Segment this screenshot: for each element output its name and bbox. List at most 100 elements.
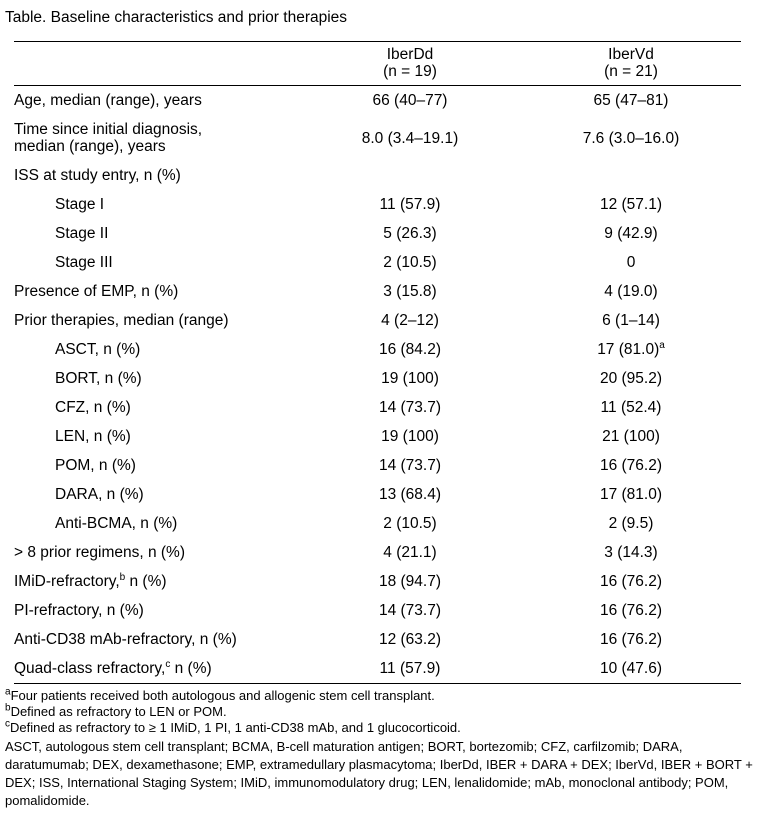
footnote-c-text: Defined as refractory to ≥ 1 IMiD, 1 PI,…	[10, 720, 461, 735]
table-row-stage-3: Stage III 2 (10.5) 0	[14, 248, 741, 277]
cell-iberdd: 8.0 (3.4–19.1)	[361, 129, 459, 147]
row-label: Anti-BCMA, n (%)	[55, 515, 178, 532]
table-row-stage-1: Stage I 11 (57.9) 12 (57.1)	[14, 190, 741, 219]
table-row-prior-therapies: Prior therapies, median (range) 4 (2–12)…	[14, 306, 741, 335]
table-row-time-since-diagnosis: Time since initial diagnosis, median (ra…	[14, 115, 741, 161]
table-title: Table. Baseline characteristics and prio…	[5, 9, 348, 26]
table-row-anti-cd38-refractory: Anti-CD38 mAb-refractory, n (%) 12 (63.2…	[14, 625, 741, 654]
cell-iberdd: 14 (73.7)	[378, 457, 442, 474]
table-row-quad-class-refractory: Quad-class refractory,c n (%) 11 (57.9) …	[14, 654, 741, 684]
cell-ibervd: 7.6 (3.0–16.0)	[582, 129, 680, 147]
cell-ibervd	[521, 161, 741, 190]
cell-iberdd: 19 (100)	[381, 428, 439, 445]
table-row-gt8-prior-regimens: > 8 prior regimens, n (%) 4 (21.1) 3 (14…	[14, 538, 741, 567]
cell-iberdd: 14 (73.7)	[378, 399, 442, 416]
footnote-a-text: Four patients received both autologous a…	[10, 688, 435, 703]
footnote-c-marker: c	[5, 718, 10, 730]
cell-iberdd: 3 (15.8)	[383, 283, 437, 300]
row-label: IMiD-refractory,b n (%)	[14, 571, 167, 590]
table-row-age: Age, median (range), years 66 (40–77) 65…	[14, 86, 741, 116]
row-label: DARA, n (%)	[55, 486, 144, 503]
table-header: IberDd (n = 19) IberVd (n = 21)	[14, 41, 741, 86]
cell-ibervd: 2 (9.5)	[608, 515, 654, 532]
cell-iberdd: 13 (68.4)	[378, 486, 442, 503]
row-label: ASCT, n (%)	[55, 341, 141, 358]
cell-iberdd: 2 (10.5)	[383, 515, 437, 532]
footnote-a: aFour patients received both autologous …	[5, 686, 758, 704]
table-row-pom: POM, n (%) 14 (73.7) 16 (76.2)	[14, 451, 741, 480]
header-col-iberdd-n: (n = 19)	[383, 63, 437, 80]
table-row-len: LEN, n (%) 19 (100) 21 (100)	[14, 422, 741, 451]
table-row-asct: ASCT, n (%) 16 (84.2) 17 (81.0)a	[14, 335, 741, 364]
cell-iberdd	[299, 161, 521, 190]
row-label: Stage III	[55, 254, 113, 271]
cell-ibervd: 16 (76.2)	[599, 602, 663, 619]
baseline-characteristics-table: IberDd (n = 19) IberVd (n = 21) Age, med…	[14, 41, 741, 684]
footnotes: aFour patients received both autologous …	[5, 686, 758, 810]
cell-ibervd: 17 (81.0)	[599, 486, 663, 503]
table-row-presence-of-emp: Presence of EMP, n (%) 3 (15.8) 4 (19.0)	[14, 277, 741, 306]
cell-iberdd: 12 (63.2)	[378, 631, 442, 648]
cell-iberdd: 11 (57.9)	[379, 660, 441, 677]
row-label: Anti-CD38 mAb-refractory, n (%)	[14, 631, 237, 648]
row-label: Stage II	[55, 225, 109, 242]
cell-iberdd: 4 (21.1)	[383, 544, 437, 561]
cell-ibervd: 3 (14.3)	[604, 544, 658, 561]
footnote-b-marker: b	[5, 702, 11, 714]
table-row-iss-at-study-entry: ISS at study entry, n (%)	[14, 161, 741, 190]
table-row-anti-bcma: Anti-BCMA, n (%) 2 (10.5) 2 (9.5)	[14, 509, 741, 538]
row-label: Prior therapies, median (range)	[14, 312, 229, 329]
header-row: IberDd (n = 19) IberVd (n = 21)	[14, 41, 741, 86]
cell-ibervd: 65 (47–81)	[593, 92, 669, 109]
table-row-pi-refractory: PI-refractory, n (%) 14 (73.7) 16 (76.2)	[14, 596, 741, 625]
table-body: Age, median (range), years 66 (40–77) 65…	[14, 86, 741, 684]
table-row-imid-refractory: IMiD-refractory,b n (%) 18 (94.7) 16 (76…	[14, 567, 741, 596]
cell-ibervd: 6 (1–14)	[602, 312, 660, 329]
row-label: LEN, n (%)	[55, 428, 131, 445]
cell-ibervd: 0	[626, 254, 636, 271]
table-row-stage-2: Stage II 5 (26.3) 9 (42.9)	[14, 219, 741, 248]
header-col-ibervd: IberVd (n = 21)	[521, 42, 741, 86]
footnote-a-marker: a	[5, 686, 11, 698]
cell-iberdd: 16 (84.2)	[378, 341, 442, 358]
row-label: ISS at study entry, n (%)	[14, 167, 181, 184]
cell-ibervd: 16 (76.2)	[599, 457, 663, 474]
footnote-b-text: Defined as refractory to LEN or POM.	[10, 704, 227, 719]
cell-ibervd: 20 (95.2)	[599, 370, 663, 387]
table-row-bort: BORT, n (%) 19 (100) 20 (95.2)	[14, 364, 741, 393]
cell-iberdd: 19 (100)	[381, 370, 439, 387]
footnote-c: cDefined as refractory to ≥ 1 IMiD, 1 PI…	[5, 718, 758, 736]
cell-ibervd: 9 (42.9)	[604, 225, 658, 242]
cell-ibervd: 16 (76.2)	[599, 573, 663, 590]
footnote-b: bDefined as refractory to LEN or POM.	[5, 702, 758, 720]
cell-ibervd: 16 (76.2)	[599, 631, 663, 648]
cell-iberdd: 2 (10.5)	[383, 254, 437, 271]
cell-ibervd: 11 (52.4)	[600, 399, 662, 416]
cell-iberdd: 11 (57.9)	[379, 196, 441, 213]
row-label: BORT, n (%)	[55, 370, 142, 387]
header-empty-cell	[14, 42, 299, 86]
header-col-ibervd-n: (n = 21)	[604, 63, 658, 80]
cell-iberdd: 5 (26.3)	[383, 225, 437, 242]
row-label: Presence of EMP, n (%)	[14, 283, 179, 300]
cell-iberdd: 14 (73.7)	[378, 602, 442, 619]
cell-iberdd: 4 (2–12)	[381, 312, 439, 329]
cell-ibervd: 17 (81.0)a	[597, 339, 665, 358]
row-label: Age, median (range), years	[14, 92, 202, 109]
row-label: CFZ, n (%)	[55, 399, 131, 416]
cell-iberdd: 66 (40–77)	[372, 92, 448, 109]
table-row-cfz: CFZ, n (%) 14 (73.7) 11 (52.4)	[14, 393, 741, 422]
row-label: Time since initial diagnosis, median (ra…	[14, 121, 203, 155]
header-col-ibervd-name: IberVd	[608, 46, 654, 63]
cell-ibervd: 12 (57.1)	[599, 196, 663, 213]
row-label: Quad-class refractory,c n (%)	[14, 658, 212, 677]
cell-ibervd: 21 (100)	[602, 428, 660, 445]
table-row-dara: DARA, n (%) 13 (68.4) 17 (81.0)	[14, 480, 741, 509]
row-label: Stage I	[55, 196, 105, 213]
header-col-iberdd-name: IberDd	[386, 46, 434, 63]
row-label: > 8 prior regimens, n (%)	[14, 544, 185, 561]
header-col-iberdd: IberDd (n = 19)	[299, 42, 521, 86]
row-label: PI-refractory, n (%)	[14, 602, 144, 619]
cell-ibervd: 10 (47.6)	[599, 660, 663, 677]
